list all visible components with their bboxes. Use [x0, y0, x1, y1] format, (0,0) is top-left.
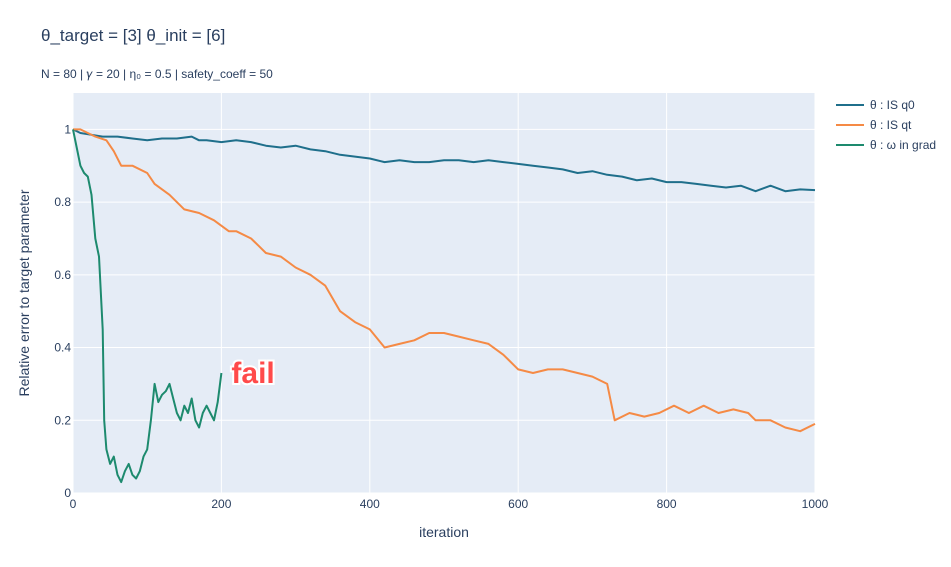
- plot-background: [73, 93, 815, 493]
- x-tick-label: 1000: [802, 497, 829, 511]
- chart-title: θ_target = [3] θ_init = [6]: [41, 26, 225, 45]
- y-tick-label: 0: [64, 486, 71, 500]
- legend-item-label: θ : IS q0: [870, 98, 915, 112]
- y-axis-title: Relative error to target parameter: [16, 189, 32, 396]
- legend-item-label: θ : ω in grad: [870, 138, 936, 152]
- legend: θ : IS q0 θ : IS qt θ : ω in grad: [836, 98, 936, 152]
- y-tick-label: 0.8: [54, 195, 71, 209]
- y-tick-labels: 0 0.2 0.4 0.6 0.8 1: [54, 122, 71, 500]
- x-tick-label: 600: [508, 497, 528, 511]
- y-tick-label: 0.2: [54, 413, 71, 427]
- x-tick-label: 400: [360, 497, 380, 511]
- y-tick-label: 0.4: [54, 341, 71, 355]
- chart-subtitle: N = 80 | 𝛾 = 20 | η₀ = 0.5 | safety_coef…: [41, 67, 273, 81]
- x-tick-label: 800: [657, 497, 677, 511]
- legend-item-label: θ : IS qt: [870, 118, 912, 132]
- x-axis-title: iteration: [419, 524, 469, 540]
- y-tick-label: 1: [64, 122, 71, 136]
- y-tick-label: 0.6: [54, 268, 71, 282]
- fail-annotation: fail: [231, 357, 274, 390]
- x-tick-label: 200: [211, 497, 231, 511]
- x-tick-labels: 0 200 400 600 800 1000: [70, 497, 829, 511]
